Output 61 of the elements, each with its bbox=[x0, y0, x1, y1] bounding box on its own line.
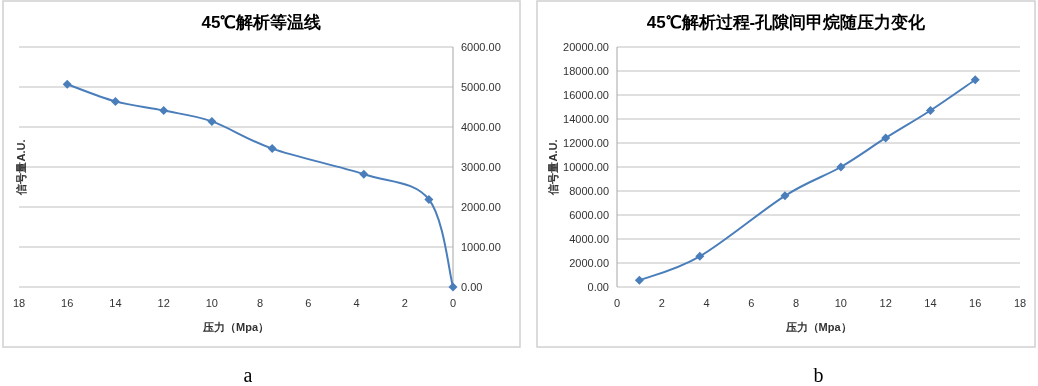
x-tick-label: 12 bbox=[879, 297, 892, 309]
x-tick-label: 16 bbox=[969, 297, 982, 309]
x-tick-label: 4 bbox=[353, 297, 360, 309]
y-tick-label: 6000.00 bbox=[569, 209, 609, 221]
y-tick-label: 18000.00 bbox=[563, 65, 609, 77]
x-tick-label: 14 bbox=[109, 297, 122, 309]
point bbox=[780, 191, 790, 201]
x-axis-title: 压力（Mpa） bbox=[202, 321, 269, 334]
point bbox=[634, 275, 644, 285]
y-axis-title: 信号量A.U. bbox=[15, 139, 27, 196]
y-tick-label: 10000.00 bbox=[563, 161, 609, 173]
chart-title: 45℃解析等温线 bbox=[201, 13, 322, 32]
y-tick-label: 0.00 bbox=[587, 281, 609, 293]
y-tick-label: 2000.00 bbox=[569, 257, 609, 269]
y-tick-label: 16000.00 bbox=[563, 89, 609, 101]
point bbox=[448, 282, 458, 292]
x-tick-label: 4 bbox=[703, 297, 710, 309]
y2-tick-label: 3000.00 bbox=[461, 161, 501, 173]
x-tick-label: 6 bbox=[305, 297, 312, 309]
point bbox=[359, 169, 369, 179]
x-tick-label: 18 bbox=[1013, 297, 1027, 309]
x-tick-label: 0 bbox=[613, 297, 621, 309]
x-axis-title: 压力（Mpa） bbox=[784, 321, 852, 334]
y2-tick-label: 0.00 bbox=[461, 281, 483, 293]
y-tick-label: 14000.00 bbox=[563, 113, 609, 125]
x-tick-label: 18 bbox=[12, 297, 26, 309]
x-tick-label: 10 bbox=[834, 297, 848, 309]
x-tick-label: 14 bbox=[924, 297, 937, 309]
point bbox=[695, 251, 705, 261]
x-tick-label: 0 bbox=[449, 297, 457, 309]
point bbox=[207, 116, 217, 126]
point bbox=[159, 106, 169, 116]
y2-tick-label: 6000.00 bbox=[461, 41, 501, 53]
x-tick-label: 2 bbox=[401, 297, 408, 309]
text: a bbox=[243, 364, 253, 386]
chart-title: 45℃解析过程-孔隙间甲烷随压力变化 bbox=[646, 13, 927, 32]
x-tick-label: 8 bbox=[257, 297, 264, 309]
point bbox=[925, 105, 935, 115]
x-tick-label: 8 bbox=[793, 297, 800, 309]
y2-tick-label: 5000.00 bbox=[461, 81, 501, 93]
point bbox=[881, 133, 891, 143]
text: b bbox=[813, 364, 824, 386]
point bbox=[424, 194, 434, 204]
point bbox=[836, 162, 846, 172]
y2-tick-label: 2000.00 bbox=[461, 201, 501, 213]
y-axis-title: 信号量A.U. bbox=[547, 139, 559, 196]
y-tick-label: 12000.00 bbox=[563, 137, 609, 149]
point bbox=[110, 96, 120, 106]
y2-tick-label: 4000.00 bbox=[461, 121, 501, 133]
point bbox=[267, 144, 277, 154]
point bbox=[970, 75, 980, 85]
y2-tick-label: 1000.00 bbox=[461, 241, 501, 253]
y-tick-label: 4000.00 bbox=[569, 233, 609, 245]
point bbox=[62, 79, 72, 89]
y-tick-label: 20000.00 bbox=[563, 41, 609, 53]
x-tick-label: 10 bbox=[205, 297, 219, 309]
y-tick-label: 8000.00 bbox=[569, 185, 609, 197]
x-tick-label: 6 bbox=[748, 297, 755, 309]
x-tick-label: 2 bbox=[658, 297, 665, 309]
x-tick-label: 12 bbox=[157, 297, 170, 309]
x-tick-label: 16 bbox=[61, 297, 74, 309]
